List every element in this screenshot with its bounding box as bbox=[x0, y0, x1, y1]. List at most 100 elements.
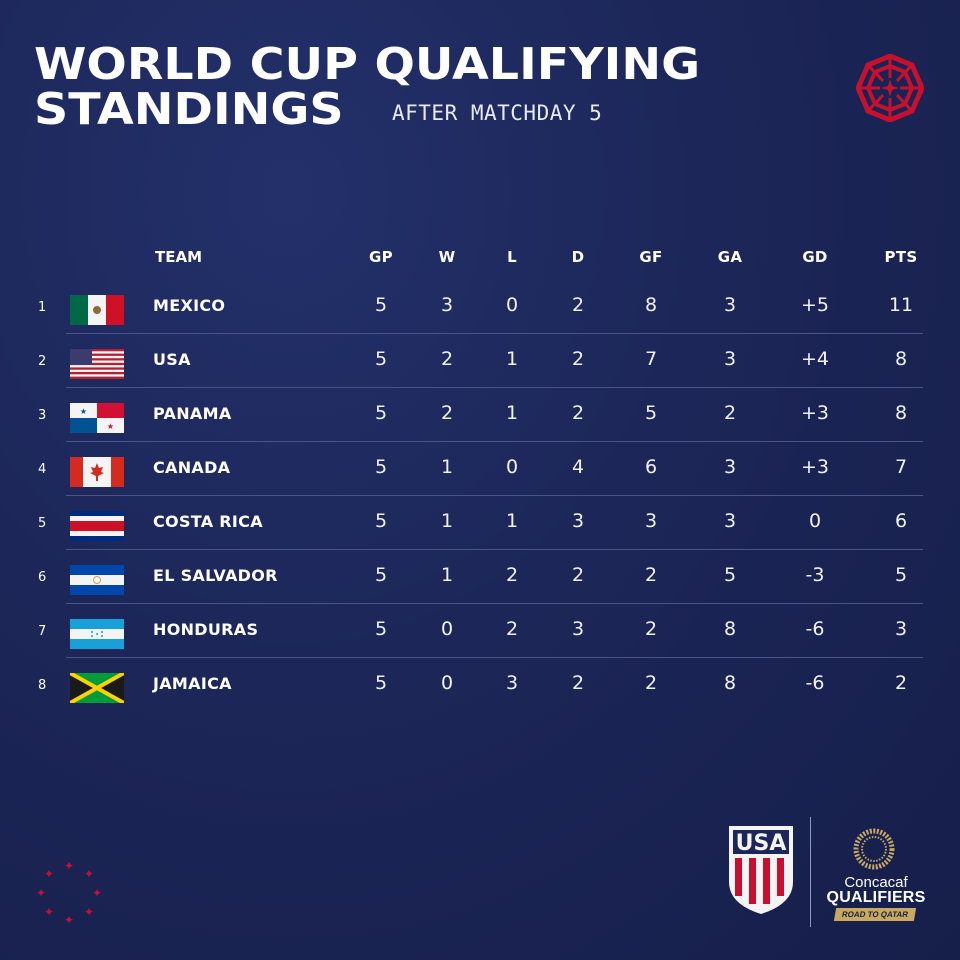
cell-gp: 5 bbox=[374, 348, 388, 370]
svg-text:✦: ✦ bbox=[36, 886, 46, 900]
cell-pts: 7 bbox=[894, 456, 908, 478]
el-salvador-flag-icon bbox=[70, 565, 124, 595]
cell-gf: 5 bbox=[644, 402, 658, 424]
page-title: WORLD CUP QUALIFYING STANDINGS bbox=[34, 42, 700, 132]
cell-w: 1 bbox=[440, 510, 454, 532]
cell-ga: 3 bbox=[723, 456, 737, 478]
cell-gf: 6 bbox=[644, 456, 658, 478]
cell-gp: 5 bbox=[374, 564, 388, 586]
cell-gp: 5 bbox=[374, 294, 388, 316]
svg-text:✦: ✦ bbox=[84, 867, 94, 881]
cell-l: 2 bbox=[505, 618, 519, 640]
row-divider bbox=[66, 495, 923, 496]
usa-logo-text: USA bbox=[736, 831, 787, 856]
honduras-flag-icon bbox=[70, 619, 124, 649]
rank: 3 bbox=[38, 408, 47, 423]
team-name: PANAMA bbox=[153, 404, 232, 423]
table-row: 8 JAMAICA 5 0 3 2 2 8 -6 2 bbox=[0, 658, 960, 712]
svg-text:✦: ✦ bbox=[92, 886, 102, 900]
team-name: USA bbox=[153, 350, 191, 369]
rank: 4 bbox=[38, 462, 47, 477]
table-header: TEAM GP W L D GF GA GD PTS bbox=[0, 248, 960, 268]
cell-l: 3 bbox=[505, 672, 519, 694]
cell-gf: 2 bbox=[644, 672, 658, 694]
cell-gf: 3 bbox=[644, 510, 658, 532]
cell-gf: 7 bbox=[644, 348, 658, 370]
cell-d: 2 bbox=[571, 294, 585, 316]
row-divider bbox=[66, 387, 923, 388]
cell-gd: +3 bbox=[800, 402, 830, 424]
costa-rica-flag-icon bbox=[70, 511, 124, 541]
cell-gp: 5 bbox=[374, 456, 388, 478]
table-row: 6 EL SALVADOR 5 1 2 2 2 5 -3 5 bbox=[0, 550, 960, 604]
table-row: 3 ★ ★ PANAMA 5 2 1 2 5 2 +3 8 bbox=[0, 388, 960, 442]
cell-pts: 6 bbox=[894, 510, 908, 532]
cell-gd: +3 bbox=[800, 456, 830, 478]
cell-pts: 8 bbox=[894, 402, 908, 424]
cell-w: 1 bbox=[440, 456, 454, 478]
col-ga: GA bbox=[717, 248, 743, 266]
col-l: L bbox=[507, 248, 517, 266]
cell-ga: 3 bbox=[723, 510, 737, 532]
cell-gp: 5 bbox=[374, 618, 388, 640]
cell-d: 4 bbox=[571, 456, 585, 478]
table-row: 1 MEXICO 5 3 0 2 8 3 +5 11 bbox=[0, 280, 960, 334]
cell-pts: 8 bbox=[894, 348, 908, 370]
jamaica-flag-icon bbox=[70, 673, 124, 703]
cell-l: 1 bbox=[505, 402, 519, 424]
mexico-flag-icon bbox=[70, 295, 124, 325]
cell-gd: +5 bbox=[800, 294, 830, 316]
cell-gd: +4 bbox=[800, 348, 830, 370]
rank: 2 bbox=[38, 354, 47, 369]
cell-w: 2 bbox=[440, 348, 454, 370]
table-row: 2 USA 5 2 1 2 7 3 +4 8 bbox=[0, 334, 960, 388]
col-team: TEAM bbox=[155, 248, 203, 266]
cell-ga: 2 bbox=[723, 402, 737, 424]
cell-gd: -6 bbox=[805, 618, 825, 640]
concacaf-ring-icon bbox=[853, 828, 895, 870]
panama-flag-icon: ★ ★ bbox=[70, 403, 124, 433]
cell-ga: 3 bbox=[723, 294, 737, 316]
rank: 7 bbox=[38, 624, 47, 639]
table-row: 7 HONDURAS 5 0 2 3 2 8 -6 3 bbox=[0, 604, 960, 658]
svg-text:✦: ✦ bbox=[64, 913, 74, 927]
col-d: D bbox=[571, 248, 585, 266]
row-divider bbox=[66, 603, 923, 604]
cell-gf: 2 bbox=[644, 564, 658, 586]
cell-l: 1 bbox=[505, 510, 519, 532]
concacaf-road-badge: ROAD TO QATAR bbox=[833, 908, 917, 921]
table-row: 5 COSTA RICA 5 1 1 3 3 3 0 6 bbox=[0, 496, 960, 550]
badge-icon bbox=[856, 54, 924, 122]
cell-gd: -3 bbox=[805, 564, 825, 586]
cell-ga: 8 bbox=[723, 618, 737, 640]
svg-text:★: ★ bbox=[80, 407, 87, 416]
cell-d: 2 bbox=[571, 402, 585, 424]
cell-gd: -6 bbox=[805, 672, 825, 694]
cell-l: 0 bbox=[505, 456, 519, 478]
team-name: JAMAICA bbox=[153, 674, 232, 693]
rank: 8 bbox=[38, 678, 47, 693]
cell-l: 2 bbox=[505, 564, 519, 586]
row-divider bbox=[66, 441, 923, 442]
cell-gp: 5 bbox=[374, 672, 388, 694]
team-name: CANADA bbox=[153, 458, 231, 477]
rank: 1 bbox=[38, 300, 47, 315]
svg-text:✦: ✦ bbox=[84, 905, 94, 919]
footer-divider bbox=[810, 817, 811, 927]
cell-ga: 8 bbox=[723, 672, 737, 694]
table-row: 4 CANADA 5 1 0 4 6 3 +3 7 bbox=[0, 442, 960, 496]
team-name: COSTA RICA bbox=[153, 512, 263, 531]
team-name: HONDURAS bbox=[153, 620, 259, 639]
col-pts: PTS bbox=[884, 248, 918, 266]
cell-gp: 5 bbox=[374, 402, 388, 424]
canada-flag-icon bbox=[70, 457, 124, 487]
cell-w: 2 bbox=[440, 402, 454, 424]
cell-ga: 5 bbox=[723, 564, 737, 586]
cell-l: 1 bbox=[505, 348, 519, 370]
cell-w: 0 bbox=[440, 618, 454, 640]
cell-ga: 3 bbox=[723, 348, 737, 370]
cell-l: 0 bbox=[505, 294, 519, 316]
cell-gf: 2 bbox=[644, 618, 658, 640]
col-gp: GP bbox=[369, 248, 393, 266]
cell-w: 1 bbox=[440, 564, 454, 586]
